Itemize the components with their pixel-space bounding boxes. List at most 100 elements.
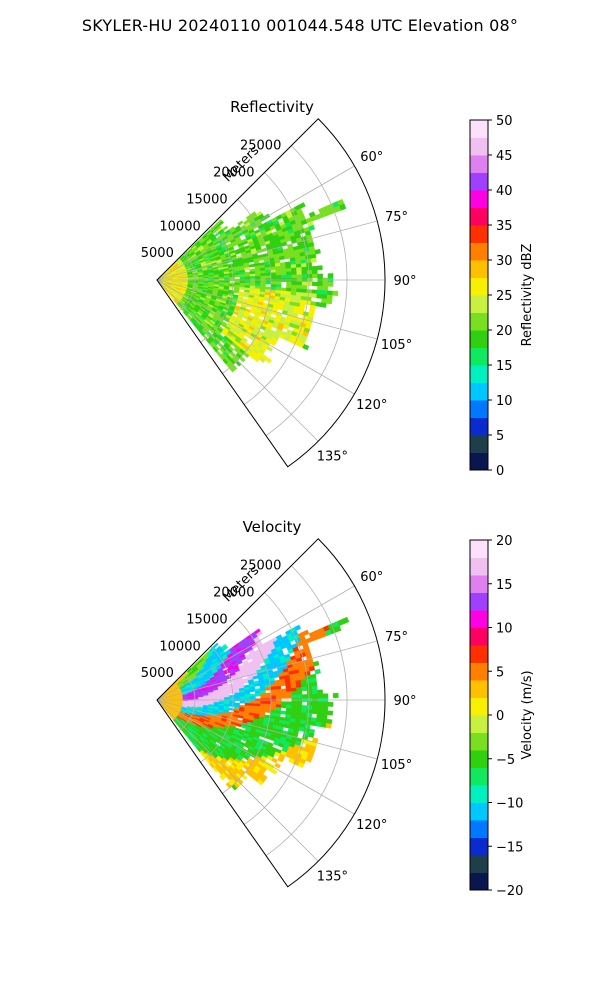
field-cell (286, 271, 292, 276)
field-cell (275, 284, 282, 288)
colorbar-swatch (470, 435, 488, 453)
colorbar-swatch (470, 172, 488, 191)
field-cell (296, 281, 303, 286)
field-cell (275, 272, 282, 276)
field-cell (249, 276, 256, 279)
field-cell (275, 695, 282, 699)
field-cell (239, 700, 246, 704)
azimuth-tick-label: 135° (317, 449, 348, 464)
range-ring (200, 225, 234, 343)
field-cell (257, 779, 264, 786)
colorbar-swatch (470, 802, 488, 821)
field-cell (325, 723, 332, 729)
field-cell (301, 281, 308, 286)
field-cell (239, 276, 246, 280)
azimuth-tick-label: 75° (385, 630, 408, 645)
field-cell (286, 274, 292, 279)
radial-tick-label: 10000 (159, 219, 200, 234)
field-cell (311, 689, 318, 695)
field-cell (270, 281, 277, 285)
field-cell (305, 300, 312, 306)
field-cell (301, 274, 308, 279)
field-cell (275, 704, 282, 708)
field-cell (321, 714, 328, 720)
field-cell (277, 305, 284, 311)
field-cell (327, 273, 334, 279)
field-cell (332, 692, 339, 699)
field-cell (255, 273, 261, 277)
panel-title: Reflectivity (230, 98, 314, 116)
field-cell (228, 286, 235, 289)
field-cell (300, 262, 307, 268)
colorbar-swatch (470, 872, 488, 891)
field-cell (286, 281, 292, 286)
azimuth-spoke (156, 640, 378, 701)
field-cell (311, 681, 318, 687)
figure-title: SKYLER-HU 20240110 001044.548 UTC Elevat… (81, 16, 519, 35)
colorbar-swatch (470, 627, 488, 646)
field-cell (233, 290, 240, 294)
field-cell (322, 705, 329, 711)
field-cell (285, 268, 292, 273)
field-cell (255, 275, 261, 280)
colorbar-swatch (470, 855, 488, 873)
field-cell (310, 257, 317, 263)
field-cell (296, 687, 303, 692)
field-cell (280, 271, 287, 276)
field-cell (315, 721, 322, 728)
colorbar-tick-label: 20 (496, 534, 513, 549)
field-cell (218, 697, 225, 700)
field-cell (275, 268, 282, 273)
field-cell (239, 286, 246, 291)
field-cell (301, 285, 308, 290)
field-cell (249, 688, 256, 693)
colorbar-swatch (470, 225, 488, 243)
azimuth-tick-label: 135° (317, 869, 348, 884)
colorbar-swatch (470, 557, 488, 576)
field-cell (321, 290, 328, 296)
field-cell (317, 285, 323, 291)
colorbar-tick-label: 50 (496, 114, 513, 129)
panel-title: Velocity (243, 518, 302, 536)
radial-tick-label: 15000 (186, 612, 227, 627)
azimuth-spoke (156, 699, 319, 862)
radial-tick-label: 10000 (159, 639, 200, 654)
field-cell (263, 297, 270, 302)
field-cell (275, 701, 282, 705)
field-cell (316, 293, 323, 299)
colorbar-swatch (470, 452, 488, 471)
field-cell (306, 266, 313, 271)
field-cell (296, 690, 303, 696)
range-ring (222, 199, 272, 374)
field-cell (316, 289, 323, 295)
field-cell (298, 202, 306, 209)
field-cell (317, 689, 323, 695)
colorbar-swatch (470, 365, 488, 383)
field-cell (265, 357, 272, 364)
field-cell (260, 695, 267, 699)
azimuth-tick-label: 105° (381, 758, 412, 773)
colorbar-swatch (470, 400, 488, 418)
colorbar-swatch (470, 662, 488, 681)
colorbar-tick-label: 25 (496, 289, 513, 304)
field-cell (270, 689, 277, 694)
field-cell (269, 340, 277, 347)
field-cell (286, 694, 292, 699)
range-ring (178, 252, 196, 312)
field-cell (270, 692, 277, 696)
field-cell (249, 696, 256, 699)
range-ring (243, 172, 310, 405)
field-cell (270, 704, 277, 708)
field-cell (244, 696, 251, 700)
colorbar-swatch (470, 732, 488, 751)
field-cell (219, 774, 225, 781)
field-cell (291, 271, 298, 276)
field-cell (291, 281, 298, 286)
field-cell (327, 290, 334, 296)
field-cell (280, 688, 287, 693)
field-cell (308, 224, 316, 231)
colorbar-swatch (470, 575, 488, 593)
field-cell (259, 356, 266, 363)
